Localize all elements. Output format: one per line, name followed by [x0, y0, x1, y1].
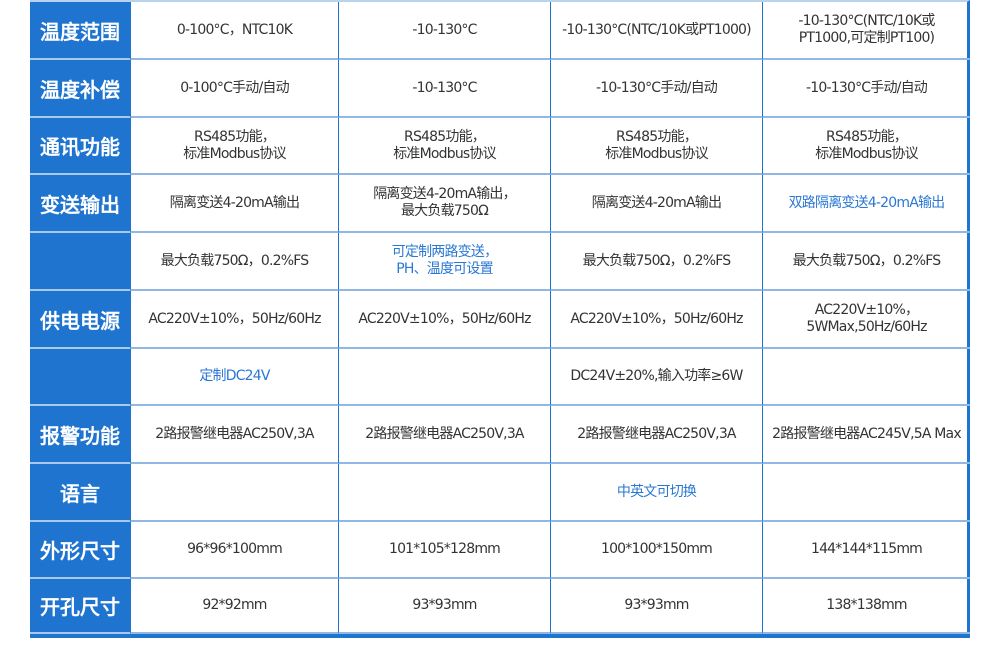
table-cell	[338, 464, 550, 522]
table-cell: RS485功能， 标准Modbus协议	[338, 118, 550, 175]
table-cell: RS485功能， 标准Modbus协议	[762, 118, 970, 175]
table-cell: AC220V±10%，50Hz/60Hz	[338, 291, 550, 349]
table-cell: 最大负载750Ω，0.2%FS	[550, 233, 762, 291]
row-header: 温度范围	[30, 2, 130, 60]
table-cell: 可定制两路变送， PH、温度可设置	[338, 233, 550, 291]
table-cell: 100*100*150mm	[550, 522, 762, 579]
table-cell: -10-130°C	[338, 60, 550, 118]
table-cell	[130, 464, 338, 522]
row-header	[30, 349, 130, 406]
row-header: 通讯功能	[30, 118, 130, 175]
table-cell: 101*105*128mm	[338, 522, 550, 579]
table-cell: 定制DC24V	[130, 349, 338, 406]
table-cell: 96*96*100mm	[130, 522, 338, 579]
table-cell	[762, 464, 970, 522]
table-cell	[762, 349, 970, 406]
table-cell: -10-130°C手动/自动	[762, 60, 970, 118]
table-cell	[338, 349, 550, 406]
table-cell: 隔离变送4-20mA输出	[130, 175, 338, 233]
table-cell: 93*93mm	[338, 579, 550, 634]
table-cell: 最大负载750Ω，0.2%FS	[130, 233, 338, 291]
table-cell: 2路报警继电器AC250V,3A	[130, 406, 338, 464]
table-cell: 93*93mm	[550, 579, 762, 634]
table-cell: DC24V±20%,输入功率≥6W	[550, 349, 762, 406]
row-header: 外形尺寸	[30, 522, 130, 579]
table-cell: -10-130°C	[338, 2, 550, 60]
row-header: 语言	[30, 464, 130, 522]
table-cell: 92*92mm	[130, 579, 338, 634]
row-header: 变送输出	[30, 175, 130, 233]
table-cell: RS485功能， 标准Modbus协议	[130, 118, 338, 175]
table-cell: -10-130°C手动/自动	[550, 60, 762, 118]
table-cell: 144*144*115mm	[762, 522, 970, 579]
table-cell: AC220V±10%，50Hz/60Hz	[130, 291, 338, 349]
row-header: 报警功能	[30, 406, 130, 464]
spec-table: 温度范围 0-100°C，NTC10K -10-130°C -10-130°C(NTC…	[30, 0, 970, 638]
table-cell: -10-130°C(NTC/10K或PT1000)	[550, 2, 762, 60]
row-header: 供电电源	[30, 291, 130, 349]
row-header	[30, 233, 130, 291]
table-cell: 2路报警继电器AC250V,3A	[338, 406, 550, 464]
row-header: 开孔尺寸	[30, 579, 130, 634]
table-cell: 2路报警继电器AC245V,5A Max	[762, 406, 970, 464]
table-cell: 中英文可切换	[550, 464, 762, 522]
table-cell: 双路隔离变送4-20mA输出	[762, 175, 970, 233]
table-cell: -10-130°C(NTC/10K或 PT1000,可定制PT100)	[762, 2, 970, 60]
table-cell: 隔离变送4-20mA输出	[550, 175, 762, 233]
table-cell: AC220V±10%，50Hz/60Hz	[550, 291, 762, 349]
table-cell: 2路报警继电器AC250V,3A	[550, 406, 762, 464]
row-header: 温度补偿	[30, 60, 130, 118]
table-cell: 0-100°C，NTC10K	[130, 2, 338, 60]
table-cell: 隔离变送4-20mA输出， 最大负载750Ω	[338, 175, 550, 233]
table-cell: 138*138mm	[762, 579, 970, 634]
table-cell: 0-100°C手动/自动	[130, 60, 338, 118]
table-cell: RS485功能， 标准Modbus协议	[550, 118, 762, 175]
table-cell: 最大负载750Ω，0.2%FS	[762, 233, 970, 291]
table-cell: AC220V±10%， 5WMax,50Hz/60Hz	[762, 291, 970, 349]
